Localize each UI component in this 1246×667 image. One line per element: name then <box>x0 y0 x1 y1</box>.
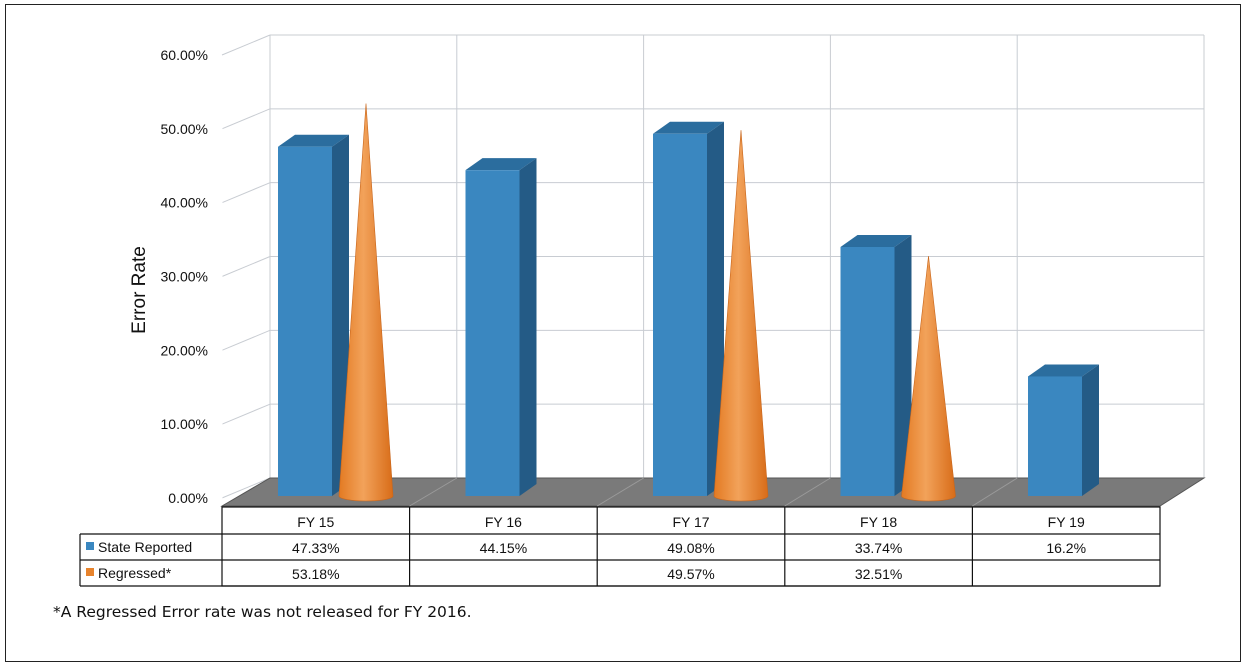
bar-state-reported-top <box>465 158 537 171</box>
y-tick-label: 30.00% <box>161 269 208 285</box>
bar-state-reported-side <box>332 134 349 497</box>
cone-regressed <box>338 103 394 502</box>
floor-divider <box>972 477 1018 507</box>
data-label: 47.33% <box>292 540 339 556</box>
legend-swatch <box>86 542 94 550</box>
legend-swatch <box>86 568 94 576</box>
y-tick-label: 10.00% <box>161 416 208 432</box>
legend-label: State Reported <box>98 539 192 555</box>
x-tick-label: FY 17 <box>672 514 709 530</box>
bar-state-reported <box>840 246 895 496</box>
gridline-side <box>221 182 271 204</box>
data-label: 49.57% <box>667 566 714 582</box>
gridline-side <box>221 108 271 130</box>
data-label: 44.15% <box>480 540 527 556</box>
bar-state-reported-side <box>707 121 724 496</box>
y-tick-label: 50.00% <box>161 121 208 137</box>
x-tick-label: FY 18 <box>860 514 897 530</box>
y-axis-label: Error Rate <box>129 246 150 334</box>
bar-state-reported <box>465 170 520 496</box>
bar-state-reported-top <box>1028 364 1099 377</box>
floor-divider <box>409 477 458 507</box>
x-tick-label: FY 15 <box>297 514 334 530</box>
data-label: 53.18% <box>292 566 339 582</box>
gridline-side <box>221 477 271 499</box>
bar-state-reported-side <box>519 158 537 496</box>
data-label: 33.74% <box>855 540 902 556</box>
bar-state-reported <box>653 133 707 496</box>
data-label: 49.08% <box>667 540 714 556</box>
cone-regressed <box>713 130 769 502</box>
x-tick-label: FY 16 <box>485 514 522 530</box>
floor-divider <box>596 477 644 507</box>
chart-frame <box>5 4 1241 662</box>
x-tick-label: FY 19 <box>1048 514 1085 530</box>
gridline-side <box>221 403 271 425</box>
bar-state-reported-side <box>894 234 912 497</box>
bar-state-reported-top <box>840 234 912 247</box>
bar-state-reported <box>1028 376 1082 496</box>
y-tick-label: 60.00% <box>161 47 208 63</box>
data-label: 32.51% <box>855 566 902 582</box>
bar-state-reported <box>278 146 332 497</box>
y-tick-label: 0.00% <box>168 490 208 506</box>
gridline-side <box>221 34 271 56</box>
floor-divider <box>784 477 831 507</box>
y-tick-label: 20.00% <box>161 342 208 358</box>
gridline-side <box>221 329 271 351</box>
bar-state-reported-side <box>1082 364 1099 496</box>
bar-state-reported-top <box>278 134 349 147</box>
gridline-side <box>221 256 271 277</box>
bar-state-reported-top <box>653 121 724 134</box>
y-tick-label: 40.00% <box>161 195 208 211</box>
footnote: *A Regressed Error rate was not released… <box>53 603 472 621</box>
cone-regressed <box>901 256 956 502</box>
data-label: 16.2% <box>1046 540 1086 556</box>
legend-label: Regressed* <box>98 565 172 581</box>
